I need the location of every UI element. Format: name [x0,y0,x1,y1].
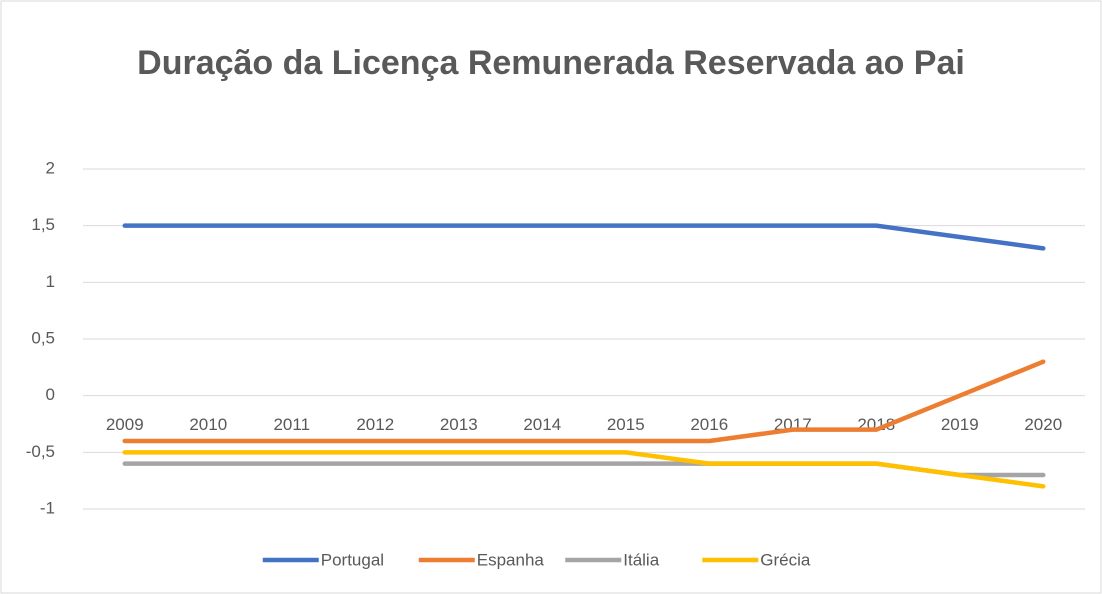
x-tick-label: 2012 [356,415,394,434]
legend-label: Grécia [760,550,811,569]
legend-label: Itália [623,550,659,569]
y-tick-label: 1 [46,272,55,291]
y-tick-label: 0 [46,385,55,404]
x-tick-label: 2014 [523,415,561,434]
x-tick-label: 2011 [273,415,310,434]
x-tick-label: 2010 [189,415,227,434]
legend-label: Portugal [321,550,384,569]
x-tick-label: 2013 [440,415,478,434]
x-tick-label: 2016 [690,415,728,434]
y-tick-label: -0,5 [26,442,55,461]
chart-title: Duração da Licença Remunerada Reservada … [137,44,965,82]
x-tick-label: 2015 [607,415,645,434]
y-tick-label: 0,5 [31,328,55,347]
x-tick-label: 2019 [941,415,979,434]
y-tick-label: 2 [46,158,55,177]
x-tick-label: 2009 [106,415,144,434]
y-tick-label: 1,5 [31,215,55,234]
y-tick-label: -1 [40,498,55,517]
series-line [122,450,1046,489]
series-line [122,359,1046,444]
x-tick-label: 2020 [1024,415,1062,434]
legend-label: Espanha [477,550,545,569]
series-line [122,223,1046,251]
